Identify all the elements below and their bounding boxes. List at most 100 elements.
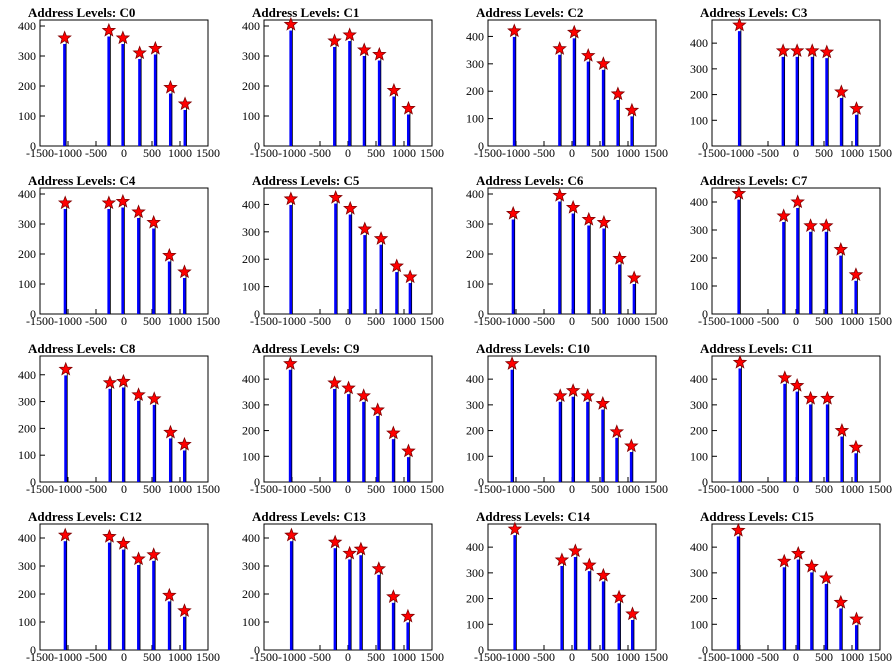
y-tick-label: 300 — [690, 398, 708, 412]
chart-panel: Address Levels: C14 0 100 200 300 400 -1500 -10… — [448, 504, 672, 672]
x-tick-label: -1500 — [26, 314, 54, 328]
chart-panel: Address Levels: C10 0 100 200 300 400 -1500 -10… — [448, 336, 672, 504]
x-tick-label: 0 — [793, 482, 799, 496]
bar — [348, 41, 352, 146]
x-tick-label: 0 — [121, 650, 127, 664]
chart-svg: 0 100 200 300 400 -1500 -1000 -500 0 500 1000 1500 — [18, 19, 220, 160]
peak-marker — [342, 545, 357, 560]
x-tick-label: 0 — [793, 146, 799, 160]
peak-marker — [341, 380, 356, 395]
x-tick-label: 1000 — [168, 314, 192, 328]
x-tick-label: -500 — [533, 314, 555, 328]
peak-marker — [610, 86, 626, 101]
chart-panel: Address Levels: C12 0 100 200 300 400 -1500 -10… — [0, 504, 224, 672]
chart-panel: Address Levels: C11 0 100 200 300 400 -1500 -10… — [672, 336, 896, 504]
bar — [107, 36, 111, 146]
bar — [167, 601, 171, 650]
x-tick-label: 1500 — [196, 650, 220, 664]
y-tick-label: 200 — [18, 79, 36, 93]
y-tick-label: 200 — [466, 84, 484, 98]
x-tick-label: -500 — [309, 650, 331, 664]
chart-panel: Address Levels: C1 0 100 200 300 400 -1500 -100… — [224, 0, 448, 168]
chart-title: Address Levels: C7 — [700, 173, 808, 188]
y-tick-label: 300 — [690, 566, 708, 580]
bar — [737, 199, 741, 314]
x-tick-label: 1500 — [196, 482, 220, 496]
bar — [781, 56, 785, 146]
bar — [406, 457, 410, 482]
bar — [289, 541, 293, 650]
peak-marker — [162, 247, 177, 262]
chart-svg: 0 100 200 300 400 -1500 -1000 -500 0 500 1000 1500 — [242, 523, 444, 664]
bar — [289, 204, 293, 314]
chart-title: Address Levels: C11 — [700, 341, 814, 356]
peak-marker — [327, 33, 342, 48]
chart-title: Address Levels: C5 — [252, 173, 360, 188]
peak-marker — [504, 356, 520, 370]
bar — [63, 44, 67, 146]
y-tick-label: 0 — [702, 139, 708, 153]
peak-marker — [401, 443, 416, 458]
x-tick-label: 500 — [143, 650, 161, 664]
x-tick-label: 0 — [793, 314, 799, 328]
bar — [138, 59, 142, 146]
x-tick-label: 500 — [591, 650, 609, 664]
bar — [63, 209, 67, 314]
chart-panel: Address Levels: C5 0 100 200 300 400 -1500 -100… — [224, 168, 448, 336]
y-tick-label: 100 — [690, 279, 708, 293]
x-tick-label: 1500 — [868, 650, 892, 664]
peak-marker — [849, 101, 864, 115]
peak-marker — [624, 102, 640, 117]
x-tick-label: -1500 — [250, 650, 278, 664]
x-tick-label: -1500 — [26, 146, 54, 160]
y-tick-label: 0 — [30, 475, 36, 489]
peak-marker — [626, 270, 642, 285]
chart-title: Address Levels: C13 — [252, 509, 366, 524]
bar — [736, 536, 740, 650]
bar — [586, 401, 590, 482]
bar — [795, 56, 799, 146]
peak-marker — [833, 241, 849, 256]
peak-marker — [57, 195, 73, 210]
x-tick-label: 1500 — [420, 482, 444, 496]
peak-marker — [582, 557, 597, 572]
peak-marker — [580, 388, 595, 403]
peak-marker — [356, 388, 371, 403]
bar — [587, 571, 591, 650]
x-tick-label: 1500 — [868, 314, 892, 328]
bar — [288, 369, 292, 482]
bar — [616, 99, 620, 146]
peak-marker — [507, 23, 522, 38]
peak-marker — [177, 96, 193, 111]
x-tick-label: -500 — [309, 314, 331, 328]
x-tick-label: -1000 — [502, 146, 530, 160]
bar — [560, 566, 564, 650]
peak-marker — [505, 205, 521, 220]
y-tick-label: 300 — [466, 57, 484, 71]
x-tick-label: -1500 — [474, 482, 502, 496]
y-tick-label: 0 — [478, 475, 484, 489]
bar — [64, 375, 68, 482]
bar — [513, 535, 517, 650]
bar — [854, 453, 858, 482]
bar — [182, 616, 186, 650]
y-tick-label: 300 — [690, 223, 708, 237]
peak-marker — [731, 185, 747, 200]
bar — [121, 44, 125, 146]
y-tick-label: 0 — [30, 643, 36, 657]
chart-svg: 0 100 200 300 400 -1500 -1000 -500 0 500 1000 1500 — [466, 355, 668, 496]
bar — [379, 244, 383, 314]
bar — [824, 584, 828, 650]
y-tick-label: 100 — [690, 617, 708, 631]
peak-marker — [102, 375, 118, 389]
x-tick-label: 500 — [815, 482, 833, 496]
y-tick-label: 300 — [690, 62, 708, 76]
bar — [810, 56, 814, 146]
bar — [183, 110, 187, 146]
y-tick-label: 400 — [466, 29, 484, 43]
y-tick-label: 300 — [242, 225, 260, 239]
bar — [571, 396, 575, 482]
x-tick-label: 1000 — [840, 650, 864, 664]
y-tick-label: 100 — [18, 277, 36, 291]
